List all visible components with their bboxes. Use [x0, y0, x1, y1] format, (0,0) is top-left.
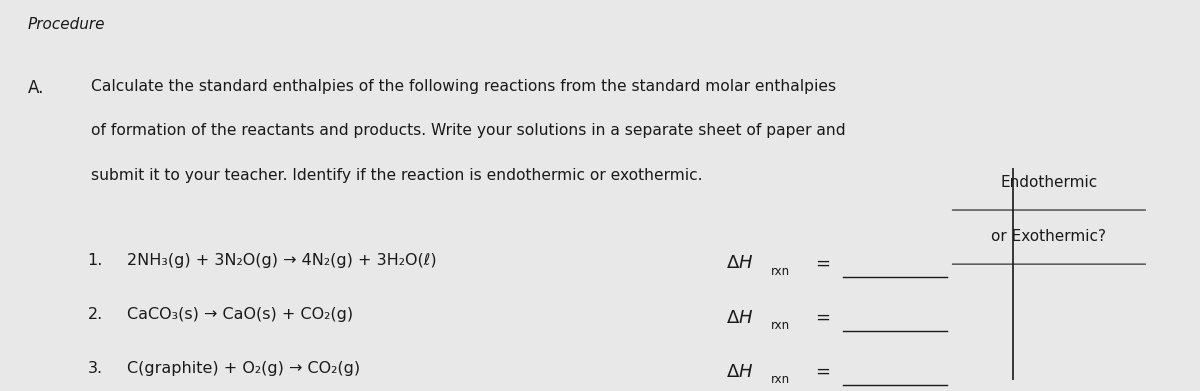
Text: =: =	[816, 255, 830, 273]
Text: $\Delta H$: $\Delta H$	[726, 308, 754, 326]
Text: of formation of the reactants and products. Write your solutions in a separate s: of formation of the reactants and produc…	[91, 123, 846, 138]
Text: C(graphite) + O₂(g) → CO₂(g): C(graphite) + O₂(g) → CO₂(g)	[127, 361, 360, 376]
Text: $\Delta H$: $\Delta H$	[726, 255, 754, 273]
Text: or Exothermic?: or Exothermic?	[991, 230, 1106, 244]
Text: Endothermic: Endothermic	[1001, 175, 1098, 190]
Text: Calculate the standard enthalpies of the following reactions from the standard m: Calculate the standard enthalpies of the…	[91, 79, 836, 94]
Text: A.: A.	[28, 79, 44, 97]
Text: 2NH₃(g) + 3N₂O(g) → 4N₂(g) + 3H₂O(ℓ): 2NH₃(g) + 3N₂O(g) → 4N₂(g) + 3H₂O(ℓ)	[127, 253, 437, 267]
Text: rxn: rxn	[772, 265, 791, 278]
Text: Procedure: Procedure	[28, 17, 106, 32]
Text: 3.: 3.	[88, 361, 103, 376]
Text: submit it to your teacher. Identify if the reaction is endothermic or exothermic: submit it to your teacher. Identify if t…	[91, 167, 703, 183]
Text: CaCO₃(s) → CaO(s) + CO₂(g): CaCO₃(s) → CaO(s) + CO₂(g)	[127, 307, 353, 322]
Text: $\Delta H$: $\Delta H$	[726, 362, 754, 380]
Text: 2.: 2.	[88, 307, 103, 322]
Text: 1.: 1.	[88, 253, 103, 267]
Text: =: =	[816, 362, 830, 380]
Text: rxn: rxn	[772, 319, 791, 332]
Text: rxn: rxn	[772, 373, 791, 386]
Text: =: =	[816, 308, 830, 326]
